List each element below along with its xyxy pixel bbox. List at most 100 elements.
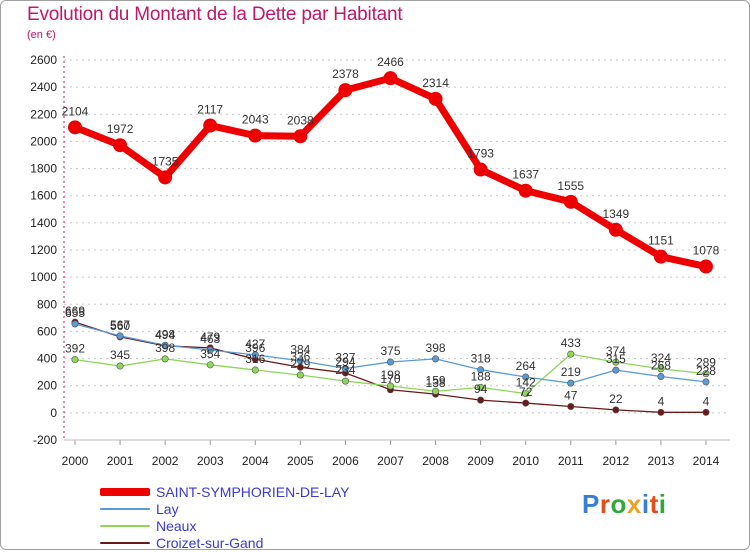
y-tick-label: 1800 [30,162,57,176]
data-point [203,118,218,133]
data-label: 142 [516,376,536,390]
data-label: 398 [426,341,446,355]
data-point [702,408,710,416]
x-tick-label: 2002 [152,454,179,468]
data-label: 463 [200,332,220,346]
x-tick-label: 2009 [467,454,494,468]
data-label: 345 [110,348,130,362]
data-label: 159 [426,373,446,387]
data-label: 354 [200,347,220,361]
data-point [116,362,124,370]
x-tick-label: 2003 [197,454,224,468]
data-label: 433 [561,336,581,350]
data-label: 494 [155,328,175,342]
y-tick-label: 2200 [30,107,57,121]
logo-letter: P [582,489,600,519]
data-point [251,351,259,359]
data-label: 188 [471,369,491,383]
data-point [567,402,575,410]
data-point [612,366,620,374]
data-point [612,358,620,366]
data-label: 1735 [152,154,179,168]
chart-title: Evolution du Montant de la Dette par Hab… [27,4,403,25]
data-label: 384 [290,343,310,357]
data-point [518,183,533,198]
data-point [386,358,394,366]
data-label: 294 [335,355,355,369]
y-tick-label: 1200 [30,243,57,257]
legend-label: SAINT-SYMPHORIEN-DE-LAY [156,484,350,500]
y-tick-label: 0 [50,406,57,420]
y-tick-label: 1400 [30,216,57,230]
x-tick-label: 2008 [422,454,449,468]
legend-label: Lay [156,501,179,517]
data-label: 316 [245,352,265,366]
data-point [702,378,710,386]
legend-label: Neaux [156,518,197,534]
data-point [161,355,169,363]
y-tick-label: 2600 [30,53,57,67]
data-point [71,320,79,328]
x-tick-label: 2011 [558,454,584,468]
data-label: 375 [380,344,400,358]
data-point [567,379,575,387]
data-label: 198 [380,368,400,382]
data-point [251,366,259,374]
x-tick-label: 2006 [332,454,359,468]
data-label: 1637 [512,168,539,182]
data-point [698,259,713,274]
data-point [116,332,124,340]
data-point [161,341,169,349]
data-point [68,120,82,135]
logo-letter: x [626,489,642,519]
data-label: 398 [155,341,175,355]
data-label: 392 [65,342,85,356]
data-point [657,372,665,380]
data-label: 289 [696,356,716,370]
data-label: 94 [474,382,488,396]
data-point [158,170,173,185]
data-label: 1555 [557,179,584,193]
data-label: 228 [696,364,716,378]
data-label: 2104 [62,104,89,118]
data-point [296,371,304,379]
data-label: 336 [290,349,310,363]
data-label: 318 [471,352,491,366]
x-tick-label: 2000 [62,454,89,468]
data-label: 1793 [467,147,494,161]
data-label: 264 [516,359,536,373]
data-label: 427 [245,337,265,351]
data-point [71,356,79,364]
y-tick-label: 2000 [30,134,57,148]
data-point [477,366,485,374]
legend-swatch [100,488,150,496]
data-label: 2043 [242,113,269,127]
proxiti-logo: Proxiti [582,489,666,520]
data-label: 22 [609,392,623,406]
data-label: 2117 [197,103,223,117]
data-label: 2378 [332,67,359,81]
logo-letter: i [658,489,667,519]
data-point [383,71,398,86]
data-label: 1972 [107,122,134,136]
data-label: 498 [155,327,175,341]
data-point [341,377,349,385]
logo-letter: o [610,489,627,519]
logo-letter: i [641,489,650,519]
data-label: 655 [65,306,85,320]
data-label: 2314 [422,76,449,90]
data-point [477,396,485,404]
legend-swatch [100,508,150,510]
x-tick-label: 2005 [287,454,314,468]
data-label: 268 [651,358,671,372]
data-point [432,387,440,395]
y-tick-label: 800 [37,297,57,311]
data-point [296,357,304,365]
data-point [612,406,620,414]
data-point [293,129,308,144]
x-tick-label: 2001 [107,454,134,468]
x-tick-label: 2007 [377,454,404,468]
data-point [522,399,530,407]
